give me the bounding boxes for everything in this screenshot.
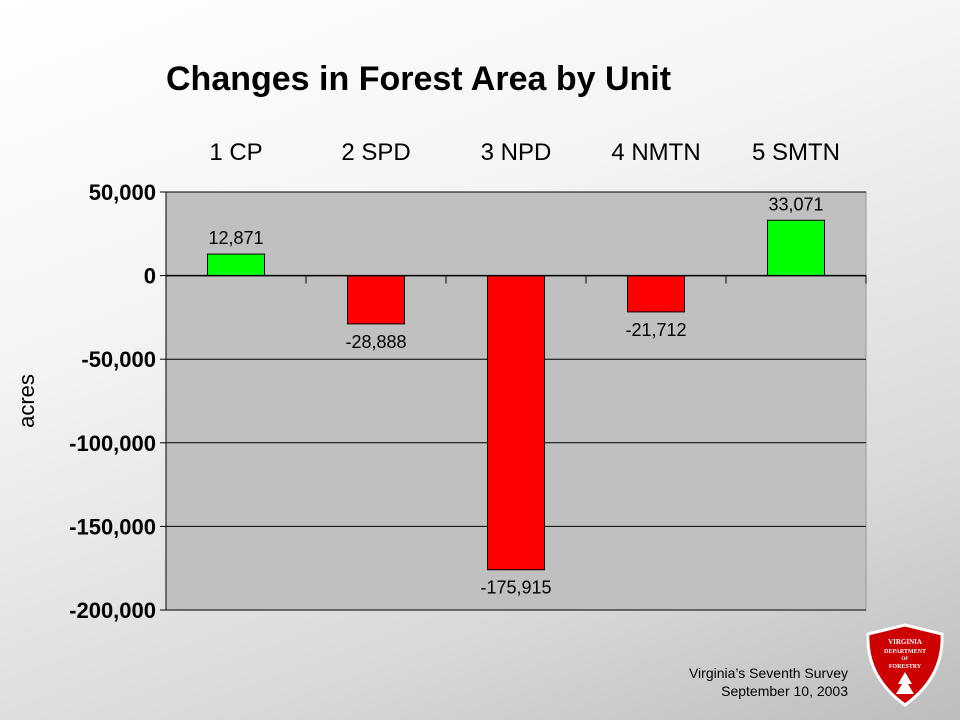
y-tick-label: -100,000 [69,431,156,456]
chart-title: Changes in Forest Area by Unit [166,60,672,98]
logo-line-2: DEPARTMENT [884,649,926,655]
category-label: 2 SPD [341,139,410,166]
tree-icon [896,672,914,694]
bar [627,275,685,313]
bar [767,219,825,277]
footer: Virginia’s Seventh Survey September 10, … [689,664,848,700]
data-label: -175,915 [480,578,551,598]
bar [487,275,545,571]
category-label: 3 NPD [481,139,552,166]
category-label: 4 NMTN [611,139,700,166]
logo-line-1: VIRGINIA [888,638,922,646]
data-label: -21,712 [625,320,686,340]
category-label: 1 CP [209,139,262,166]
bar [347,275,405,325]
y-tick-label: -200,000 [69,598,156,623]
footer-date: September 10, 2003 [721,683,848,699]
y-tick-label: 0 [144,264,156,289]
y-tick-label: -50,000 [81,347,156,372]
data-label: -28,888 [345,332,406,352]
data-label: 33,071 [768,194,823,214]
category-label: 5 SMTN [752,139,840,166]
y-tick-label: 50,000 [89,180,156,205]
footer-survey: Virginia’s Seventh Survey [688,665,848,681]
bar [207,253,265,277]
y-tick-label: -150,000 [69,514,156,539]
forestry-logo-icon: VIRGINIA DEPARTMENT OF FORESTRY [866,623,944,707]
y-axis-label: acres [14,374,39,428]
data-label: 12,871 [208,228,263,248]
logo-line-3: OF [902,657,909,662]
logo-line-4: FORESTRY [889,664,922,670]
